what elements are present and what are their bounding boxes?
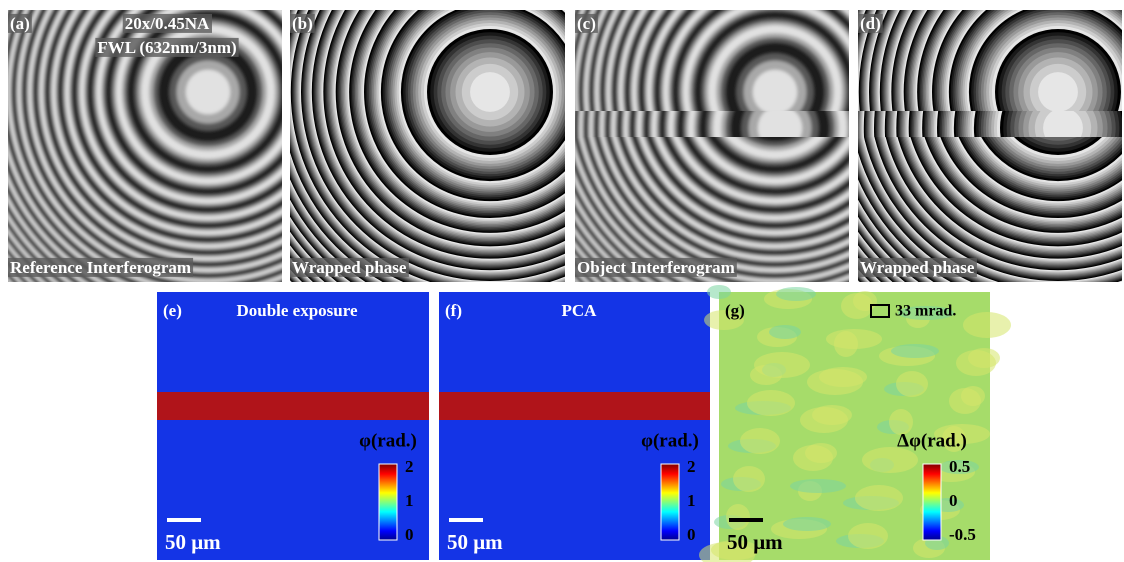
scale-bar [729,518,763,522]
figure: (a) Reference Interferogram 20x/0.45NA FWL … [0,0,1124,562]
image-panel: (g) 33 mrad. Δφ(rad.) 0.5 0 -0.5 50 μm [699,285,1011,562]
object-band [157,392,429,420]
fringe [470,72,510,112]
texture [733,466,765,492]
panel-title: PCA [562,301,598,320]
texture [853,291,877,311]
panel-label: (d) [860,14,881,33]
texture [805,443,837,463]
texture [747,390,795,416]
caption: Reference Interferogram [10,258,191,277]
colorbar-tick-label: 0.5 [949,457,970,476]
caption: Wrapped phase [860,258,975,277]
fringe [186,70,231,115]
legend-text: 33 mrad. [895,303,956,320]
colorbar-title: φ(rad.) [359,430,417,451]
texture [740,428,780,454]
texture [776,287,816,301]
colorbar-tick-label: 2 [687,457,696,476]
texture [769,325,801,339]
panel-title: Double exposure [236,301,358,320]
panel-label: (f) [445,301,462,320]
texture [790,479,846,493]
texture [726,504,750,530]
texture [896,371,928,397]
panel-label: (a) [10,14,30,33]
colorbar-tick-label: 2 [405,457,414,476]
texture [783,517,831,531]
colorbar-tick-label: 0 [405,525,414,544]
colorbar [923,464,941,540]
texture [812,405,852,425]
colorbar [379,464,397,540]
annotation: 20x/0.45NA [125,14,210,33]
texture [855,485,903,511]
texture [891,344,939,358]
annotation: FWL (632nm/3nm) [97,38,236,57]
caption: Object Interferogram [577,258,735,277]
image-panel: (f) PCA φ(rad.) 2 1 0 50 μm [439,292,710,560]
panel-label: (b) [292,14,313,33]
image-panel: (e) Double exposure φ(rad.) 2 1 0 50 μm [157,292,429,560]
scale-bar-label: 50 μm [727,530,783,554]
panel-label: (g) [725,301,745,320]
panel-label: (e) [163,301,182,320]
object-band [439,392,710,420]
colorbar-tick-label: 1 [405,491,414,510]
texture [707,285,731,299]
colorbar-tick-label: 1 [687,491,696,510]
texture [826,329,882,349]
fringe [1038,72,1078,112]
texture [961,386,985,406]
scale-bar [167,518,201,522]
scale-bar-label: 50 μm [447,530,503,554]
colorbar [661,464,679,540]
colorbar-tick-label: 0 [949,491,958,510]
fringe [753,70,798,115]
scale-bar [449,518,483,522]
caption: Wrapped phase [292,258,407,277]
colorbar-title: φ(rad.) [641,430,699,451]
colorbar-title: Δφ(rad.) [897,430,967,451]
scale-bar-label: 50 μm [165,530,221,554]
texture [963,312,1011,338]
colorbar-tick-label: -0.5 [949,525,976,544]
colorbar-tick-label: 0 [687,525,696,544]
texture [819,367,867,387]
texture [968,348,1000,368]
panel-label: (c) [577,14,596,33]
texture [754,352,810,378]
texture [848,523,888,549]
